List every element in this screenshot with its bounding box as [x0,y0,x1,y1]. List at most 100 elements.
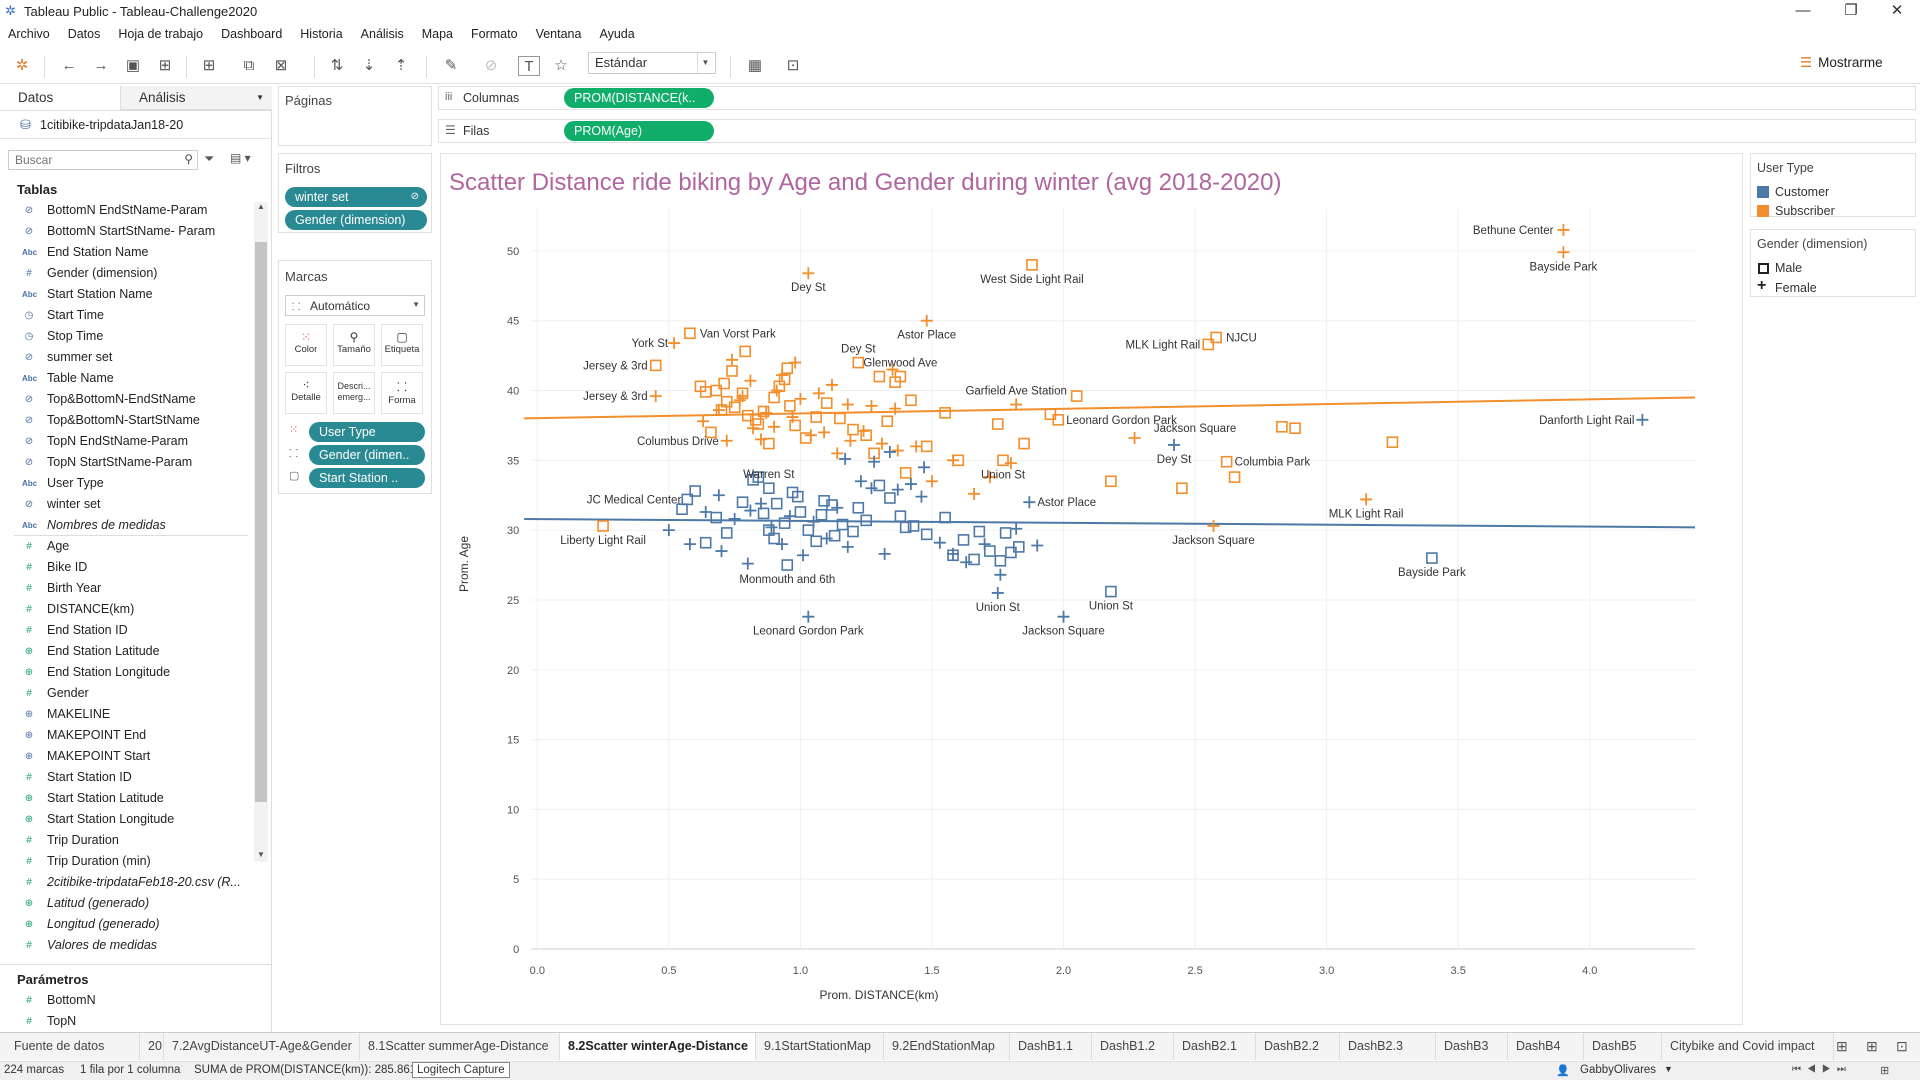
data-point[interactable] [749,414,762,426]
data-point[interactable] [649,390,662,403]
data-point[interactable] [763,482,775,495]
data-point[interactable] [854,475,867,488]
new-datasource-icon[interactable]: ⊞ [158,57,172,74]
scroll-up-icon[interactable]: ▲ [257,202,265,211]
data-point[interactable] [865,482,878,495]
field-item[interactable]: # End Station ID [0,620,252,641]
new-worksheet-icon[interactable]: ⊞ [202,57,216,74]
data-point[interactable] [783,510,796,523]
data-point[interactable] [878,547,891,560]
data-point[interactable] [1023,496,1036,509]
data-point[interactable] [834,412,846,425]
data-point[interactable] [736,496,749,509]
data-point[interactable] [726,365,738,377]
data-point[interactable] [807,515,820,528]
data-point[interactable] [884,492,896,504]
mark-type-dropdown[interactable]: ⸬ Automático ▼ [285,295,425,316]
data-point[interactable] [868,455,881,468]
data-point[interactable] [1004,457,1017,470]
data-point[interactable] [883,445,896,458]
data-point[interactable] [1105,585,1117,598]
mark-size-button[interactable]: ⚲ Tamaño [333,324,375,366]
presentation-mode-icon[interactable]: ⊡ [786,57,800,74]
data-point[interactable] [754,433,767,446]
marks-pill-start-station[interactable]: Start Station .. [309,468,425,488]
field-item[interactable]: # Age [0,536,252,557]
data-point[interactable] [1176,482,1188,495]
data-point[interactable] [781,559,794,571]
field-item[interactable]: # Start Station ID [0,767,252,788]
field-item[interactable]: # Gender [0,683,252,704]
data-point[interactable] [947,547,960,560]
sheet-nav-icons[interactable]: ⏮◀▶⏭ [1792,1064,1852,1075]
sheet-tab[interactable]: DashB2.1 [1174,1033,1256,1060]
data-point[interactable] [760,406,773,419]
data-point[interactable] [907,520,920,532]
mark-label-button[interactable]: ▢ Etiqueta [381,324,423,366]
data-point[interactable] [726,353,739,366]
data-point[interactable] [1276,421,1288,433]
data-point[interactable] [973,525,986,538]
data-point[interactable] [918,461,931,474]
data-point[interactable] [978,538,991,551]
data-point[interactable] [697,415,710,428]
data-point[interactable] [847,525,859,538]
data-point[interactable] [820,532,833,545]
data-point[interactable] [736,390,749,403]
data-point[interactable] [847,423,859,436]
data-point[interactable] [957,534,970,546]
data-point[interactable] [873,370,886,383]
sheet-tab[interactable]: DashB1.2 [1092,1033,1174,1060]
data-point[interactable] [699,536,712,549]
data-point[interactable] [1057,610,1070,623]
data-point[interactable] [1386,436,1399,448]
data-point[interactable] [836,518,849,531]
user-name[interactable]: GabbyOlivares [1580,1064,1657,1076]
data-point[interactable] [718,377,730,390]
menu-ayuda[interactable]: Ayuda [599,27,635,41]
duplicate-sheet-icon[interactable]: ⧉ [243,57,255,74]
legend-item-subscriber[interactable]: Subscriber [1775,204,1835,218]
data-point[interactable] [744,374,757,387]
field-item[interactable]: ⊘ TopN EndStName-Param [0,431,252,452]
data-point[interactable] [1636,413,1649,426]
mark-shape-button[interactable]: ⸬ Forma [381,372,423,414]
data-point[interactable] [812,387,825,400]
data-point[interactable] [1228,471,1241,483]
data-point[interactable] [920,528,933,541]
data-point[interactable] [841,540,854,553]
new-worksheet-icon[interactable]: ⊞ [1836,1038,1848,1054]
field-item[interactable]: ⊕ MAKEPOINT End [0,725,252,746]
data-point[interactable] [770,497,783,510]
field-item[interactable]: # DISTANCE(km) [0,599,252,620]
data-point[interactable] [999,527,1012,539]
swap-rows-columns-icon[interactable]: ⇅ [330,57,344,74]
data-point[interactable] [852,356,865,369]
data-point[interactable] [765,521,778,534]
group-members-icon[interactable]: ⊘ [484,57,498,74]
minimize-button[interactable]: — [1795,2,1811,19]
data-point[interactable] [852,501,865,514]
data-point[interactable] [1052,414,1065,426]
sheet-tab[interactable]: 7.2AvgDistanceUT-Age&Gender [164,1033,360,1060]
sheet-tab[interactable]: DashB3 [1436,1033,1508,1060]
data-point[interactable] [818,426,831,439]
data-point[interactable] [1289,422,1301,435]
data-point[interactable] [1031,539,1044,552]
legend-item-female[interactable]: Female [1775,281,1817,295]
data-point[interactable] [939,511,951,524]
data-point[interactable] [1070,390,1083,402]
data-point[interactable] [763,437,775,450]
data-point[interactable] [689,485,701,497]
grid-view-icon[interactable]: ⊞ [1880,1065,1890,1077]
field-item[interactable]: # Valores de medidas [0,935,252,956]
close-button[interactable]: ✕ [1890,2,1904,19]
field-item[interactable]: ⊘ BottomN EndStName-Param [0,200,252,221]
filters-card[interactable]: Filtros winter set ⊘ Gender (dimension) [278,153,432,233]
data-point[interactable] [699,386,712,398]
pages-card[interactable]: Páginas [278,86,432,146]
data-point[interactable] [1010,522,1023,535]
data-point[interactable] [960,556,973,569]
field-item[interactable]: ⊘ Top&BottomN-EndStName [0,389,252,410]
data-point[interactable] [841,398,854,411]
